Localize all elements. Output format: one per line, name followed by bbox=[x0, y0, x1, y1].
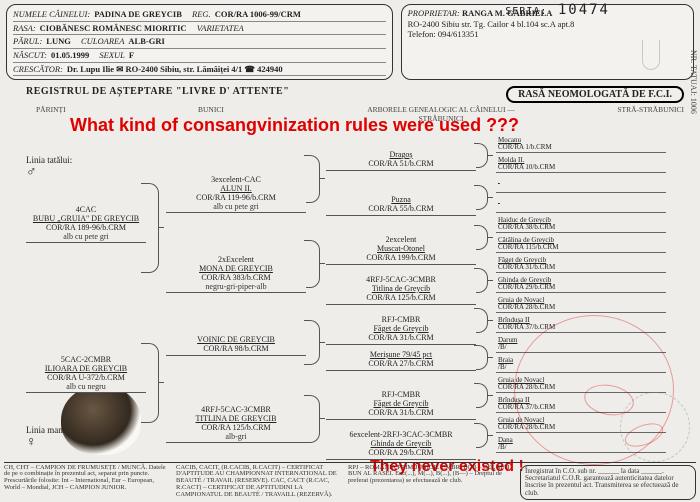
header-field: NUMELE CÂINELUI: PADINA DE GREYCIB REG. … bbox=[13, 8, 386, 22]
gen3-node: 6excelent-2RFJ-3CAC-3CMBRGhinda de Greyc… bbox=[326, 430, 476, 459]
header-field: CRESCĂTOR: Dr. Lupu Ilie ✉ RO-2400 Sibiu… bbox=[13, 63, 386, 77]
footer-legend: CH, CHT – CAMPION DE FRUMUSEȚE / MUNCĂ. … bbox=[4, 462, 696, 500]
gen3-node: Merișune 79/45 pctCOR/RA 27/b.CRM bbox=[326, 350, 476, 371]
gen1-dam: 5CAC-2CMBR ILIOARA DE GREYCIB COR/RA U-3… bbox=[26, 355, 146, 393]
side-vertical-text: NR. TATUAJ: 1006 bbox=[689, 50, 698, 114]
gen2-node: 2xExcelentMONA DE GREYCIBCOR/RA 383/b.CR… bbox=[166, 255, 306, 293]
gen3-node: RFJ-CMBRFăget de GreycibCOR/RA 31/b.CRM bbox=[326, 390, 476, 419]
pedigree-tree: Linia tatălui:♂ Linia mamei:♀ 4CAC BUBU … bbox=[6, 125, 694, 475]
gen4-node bbox=[496, 177, 666, 193]
binder-clip-icon bbox=[642, 40, 660, 70]
gen4-node: Haiduc de GreycibCOR/RA 38/b.CRM bbox=[496, 217, 666, 233]
gen4-node: Gruia de NovaclCOR/RA 28/b.CRM bbox=[496, 297, 666, 313]
dog-info-box: NUMELE CÂINELUI: PADINA DE GREYCIB REG. … bbox=[6, 4, 393, 80]
gen2-node: 3excelent-CACALUN II.COR/RA 119-96/b.CRM… bbox=[166, 175, 306, 213]
gen4-node: MocanuCOR/RA 1/b.CRM bbox=[496, 137, 666, 153]
gen4-node: Făget de GreycibCOR/RA 31/b.CRM bbox=[496, 257, 666, 273]
header-field: NĂSCUT: 01.05.1999 SEXUL F bbox=[13, 49, 386, 63]
gen3-node: 2excelentMuscat-OtonelCOR/RA 199/b.CRM bbox=[326, 235, 476, 264]
gen2-node: VOINIC DE GREYCIBCOR/RA 98/b.CRM bbox=[166, 335, 306, 356]
stamp-icon bbox=[620, 392, 690, 462]
gen4-node: Molda II.COR/RA 10/b.CRM bbox=[496, 157, 666, 173]
gen3-node: RFJ-CMBRFăget de GreycibCOR/RA 31/b.CRM bbox=[326, 315, 476, 344]
gen3-node: PuznaCOR/RA 55/b.CRM bbox=[326, 195, 476, 216]
gen4-node: Ghinda de GreycibCOR/RA 29/b.CRM bbox=[496, 277, 666, 293]
section-titles: REGISTRUL DE AȘTEPTARE "LIVRE D' ATTENTE… bbox=[26, 86, 684, 103]
gen1-sire: 4CAC BUBU „GRUIA" DE GREYCIB COR/RA 189-… bbox=[26, 205, 146, 243]
gen3-node: 4RFJ-5CAC-3CMBRTitlina de GreycibCOR/RA … bbox=[326, 275, 476, 304]
header-field: RASA: CIOBĂNESC ROMÂNESC MIORITIC VARIET… bbox=[13, 22, 386, 36]
gen3-node: DragoșCOR/RA 51/b.CRM bbox=[326, 150, 476, 171]
gen4-node: Cătălina de GreycibCOR/RA 115/b.CRM bbox=[496, 237, 666, 253]
gen2-node: 4RFJ-5CAC-3CMBRTITLINA DE GREYCIBCOR/RA … bbox=[166, 405, 306, 443]
serial: SERIA: 10474 bbox=[505, 2, 610, 18]
gen4-node bbox=[496, 197, 666, 213]
header-field: PĂRUL: LUNG CULOAREA ALB-GRI bbox=[13, 35, 386, 49]
